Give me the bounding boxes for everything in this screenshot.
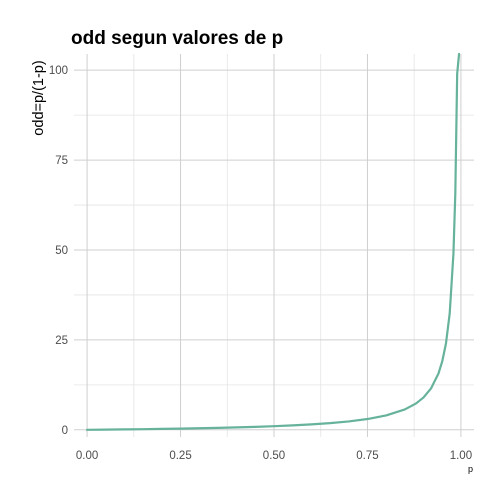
- x-axis-ticks: 0.00 0.25 0.50 0.75 1.00: [76, 450, 472, 462]
- y-tick-label: 100: [49, 65, 68, 77]
- y-axis-title: odd=p/(1-p): [31, 60, 47, 135]
- chart-title: odd segun valores de p: [71, 28, 283, 49]
- y-tick-label: 25: [55, 335, 68, 347]
- y-tick-label: 50: [55, 245, 68, 257]
- x-tick-label: 0.25: [169, 450, 191, 462]
- x-tick-label: 0.75: [356, 450, 378, 462]
- x-axis-title: p: [468, 464, 473, 474]
- y-tick-label: 75: [55, 155, 68, 167]
- x-tick-label: 0.00: [76, 450, 98, 462]
- y-tick-label: 0: [62, 425, 68, 437]
- series-line-odds: [85, 52, 461, 431]
- x-tick-label: 0.50: [263, 450, 285, 462]
- y-axis-ticks: 0 25 50 75 100: [49, 65, 68, 437]
- x-tick-label: 1.00: [450, 450, 472, 462]
- series-layer: [85, 52, 461, 431]
- grid: [74, 54, 474, 437]
